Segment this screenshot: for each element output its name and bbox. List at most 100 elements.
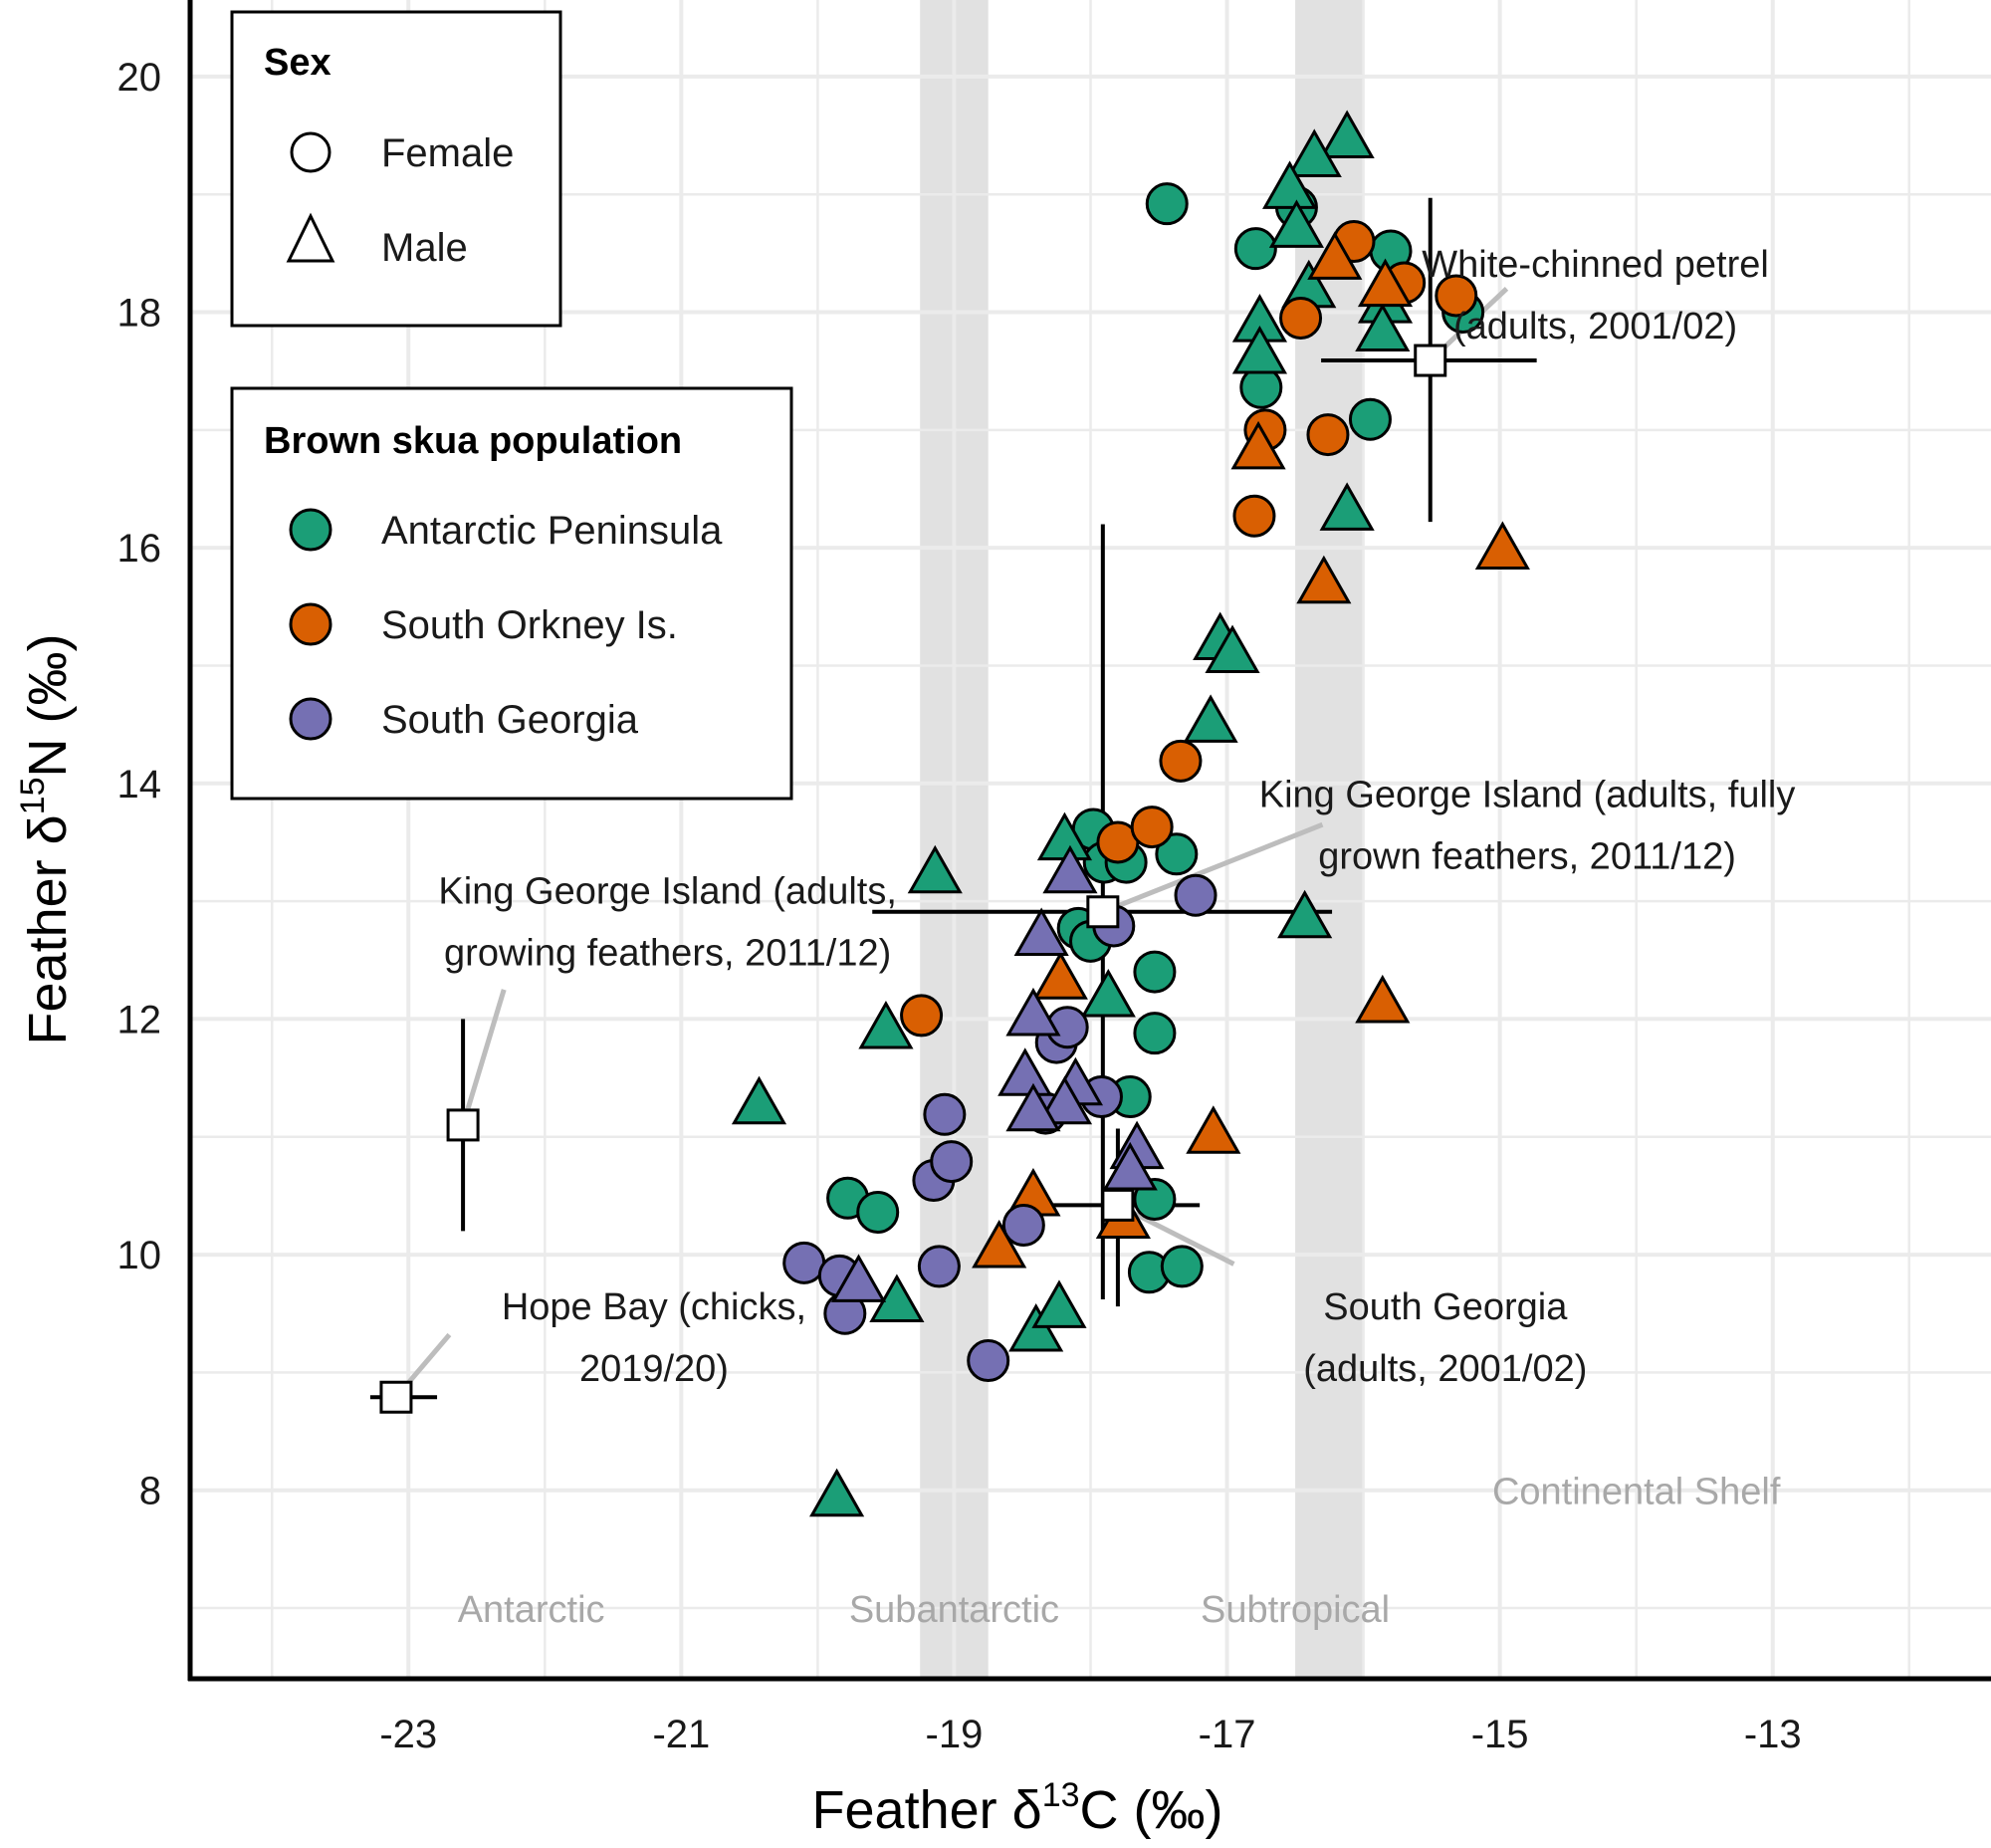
reference-point-square: [446, 1108, 480, 1142]
axes: [187, 0, 1991, 1682]
legend-antarctic-peninsula-icon: [289, 508, 332, 552]
tick-labels: -23 -21 -19 -17 -15 -13 8 10 12 14 16 18 20: [117, 56, 1802, 1756]
legend-male-icon: [286, 212, 335, 263]
data-point-female: [1001, 1203, 1045, 1247]
reference-point-square: [379, 1380, 413, 1414]
legend-sex: Sex Female Male: [230, 10, 562, 328]
y-tick-label: 10: [117, 1234, 162, 1277]
data-point-female: [900, 994, 944, 1038]
annotation-line: grown feathers, 2011/12): [1318, 835, 1736, 877]
data-point-male: [1186, 1105, 1241, 1154]
data-point-male: [809, 1468, 865, 1517]
region-label: Subantarctic: [849, 1589, 1059, 1631]
data-point-male: [1474, 521, 1530, 570]
data-point-male: [997, 1047, 1053, 1096]
data-point-male: [1319, 482, 1375, 531]
legend-antarctic-peninsula-label: Antarctic Peninsula: [381, 509, 723, 553]
data-point-male: [1262, 160, 1318, 209]
data-point-male: [1231, 325, 1288, 374]
data-point-female: [967, 1339, 1010, 1383]
annotation-line: 2019/20): [579, 1348, 729, 1390]
data-point-female: [1348, 397, 1392, 441]
legend-population-title: Brown skua population: [264, 420, 682, 462]
region-label: Antarctic: [458, 1589, 605, 1631]
data-point-female: [1233, 227, 1277, 271]
data-point-male: [1036, 1075, 1093, 1125]
data-point-female: [917, 1245, 961, 1288]
data-point-female: [1159, 739, 1203, 783]
annotation-line: King George Island (adults, fully: [1259, 774, 1796, 815]
data-point-female: [1145, 182, 1189, 226]
y-tick-label: 8: [139, 1470, 161, 1513]
annotation-label: South Georgia (adults, 2001/02): [1303, 1286, 1587, 1390]
annotation-line: South Georgia: [1323, 1286, 1568, 1328]
data-point-male: [1031, 1279, 1087, 1328]
data-point-male: [731, 1075, 787, 1125]
annotations: White-chinned petrel (adults, 2001/02) Kin…: [438, 244, 1795, 1390]
data-point-male: [1296, 555, 1352, 604]
x-axis-title: Feather δ13C (‰): [812, 1776, 1223, 1840]
x-tick-label: -15: [1471, 1713, 1529, 1756]
data-point-male: [1268, 199, 1325, 248]
data-point-male: [1042, 844, 1098, 894]
data-point-male: [1355, 303, 1411, 352]
x-tick-label: -13: [1744, 1713, 1802, 1756]
annotation-label: Hope Bay (chicks, 2019/20): [502, 1286, 806, 1390]
annotation-line: (adults, 2001/02): [1453, 306, 1737, 347]
y-tick-label: 20: [117, 56, 162, 100]
y-axis-title: Feather δ15N (‰): [14, 634, 78, 1045]
y-tick-label: 14: [117, 763, 162, 807]
annotation-line: White-chinned petrel: [1422, 244, 1769, 286]
x-tick-label: -23: [379, 1713, 437, 1756]
data-point-male: [1286, 128, 1342, 177]
data-point-male: [1005, 987, 1061, 1037]
data-point-female: [1279, 296, 1323, 340]
legend-sex-title: Sex: [264, 42, 332, 84]
y-tick-label: 16: [117, 527, 162, 571]
data-point-male: [1355, 974, 1411, 1024]
data-point-female: [1133, 950, 1177, 994]
data-point-female: [1160, 1245, 1204, 1288]
annotation-line: King George Island (adults,: [438, 870, 897, 912]
region-label: Continental Shelf: [1492, 1472, 1781, 1513]
data-point-male: [869, 1273, 925, 1322]
data-point-female: [1435, 274, 1478, 318]
data-point-male: [1307, 231, 1363, 280]
data-point-male: [1005, 1082, 1061, 1132]
data-point-female: [1133, 1012, 1177, 1055]
annotation-line: Hope Bay (chicks,: [502, 1286, 806, 1328]
data-point-female: [1155, 832, 1199, 876]
data-point-female: [1130, 806, 1174, 849]
reference-point-square: [1101, 1188, 1135, 1222]
legend-female-label: Female: [381, 131, 514, 175]
data-point-male: [907, 844, 963, 894]
legend-south-georgia-label: South Georgia: [381, 698, 639, 742]
y-tick-label: 18: [117, 292, 162, 336]
x-tick-label: -21: [652, 1713, 710, 1756]
annotation-leader-line: [1101, 821, 1324, 915]
legend-south-georgia-icon: [289, 697, 332, 741]
data-point-female: [1232, 494, 1276, 538]
data-point-male: [1008, 1303, 1064, 1352]
data-point-female: [782, 1241, 826, 1284]
data-point-male: [1032, 951, 1088, 1000]
data-point-male: [1277, 889, 1333, 939]
annotation-label: King George Island (adults, growing feath…: [438, 870, 897, 974]
data-point-male: [1319, 110, 1375, 159]
annotation-label: White-chinned petrel (adults, 2001/02): [1422, 244, 1769, 347]
annotation-line: growing feathers, 2011/12): [444, 932, 891, 974]
data-point-male: [1205, 624, 1260, 674]
reference-point-square: [1086, 895, 1120, 929]
legend-south-orkney-icon: [289, 602, 332, 646]
data-point-female: [1174, 873, 1217, 917]
legend-south-orkney-label: South Orkney Is.: [381, 603, 678, 647]
data-point-male: [1230, 420, 1286, 470]
y-tick-label: 12: [117, 998, 162, 1041]
reference-point-square: [1414, 344, 1447, 377]
data-point-female: [923, 1092, 967, 1136]
region-label: Subtropical: [1201, 1589, 1390, 1631]
legend-female-icon: [290, 131, 332, 173]
region-labels: Antarctic Subantarctic Subtropical Continen…: [458, 1472, 1781, 1631]
data-point-male: [858, 1000, 914, 1049]
